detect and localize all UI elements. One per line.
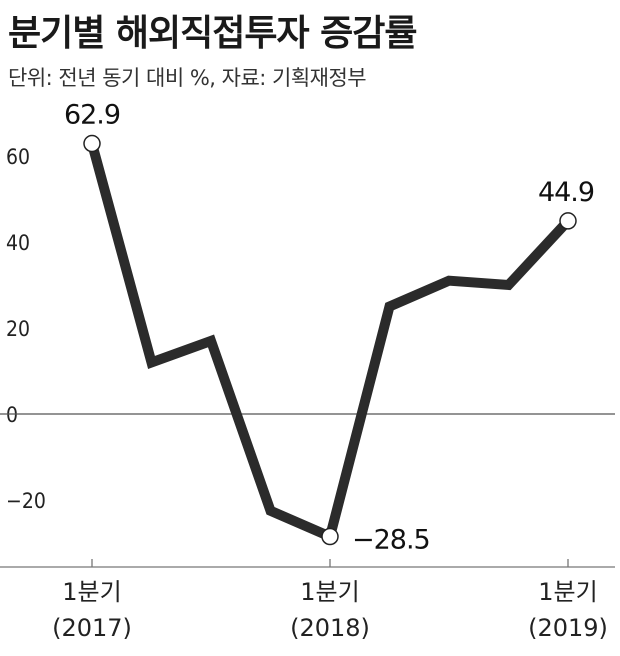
data-label: −28.5 <box>352 525 430 556</box>
y-tick-label: 0 <box>6 403 18 427</box>
chart-title: 분기별 해외직접투자 증감률 <box>8 13 418 54</box>
x-tick-label-year: (2018) <box>290 614 370 642</box>
data-label: 62.9 <box>64 100 120 131</box>
data-label: 44.9 <box>538 177 594 208</box>
data-point-marker <box>559 212 577 230</box>
x-tick-label: 1분기 <box>300 578 359 606</box>
y-tick-label: 20 <box>6 317 30 341</box>
y-tick-label: 40 <box>6 231 30 255</box>
chart-subtitle: 단위: 전년 동기 대비 %, 자료: 기획재정부 <box>8 66 367 90</box>
x-tick-label-year: (2019) <box>528 614 608 642</box>
series-line <box>87 142 572 544</box>
x-tick-label: 1분기 <box>62 578 121 606</box>
x-tick-label: 1분기 <box>538 578 597 606</box>
data-point-marker <box>321 527 339 546</box>
data-point-marker <box>83 134 101 153</box>
x-tick-label-year: (2017) <box>52 614 132 642</box>
y-tick-label: 60 <box>6 145 30 169</box>
y-tick-label: −20 <box>6 489 46 513</box>
